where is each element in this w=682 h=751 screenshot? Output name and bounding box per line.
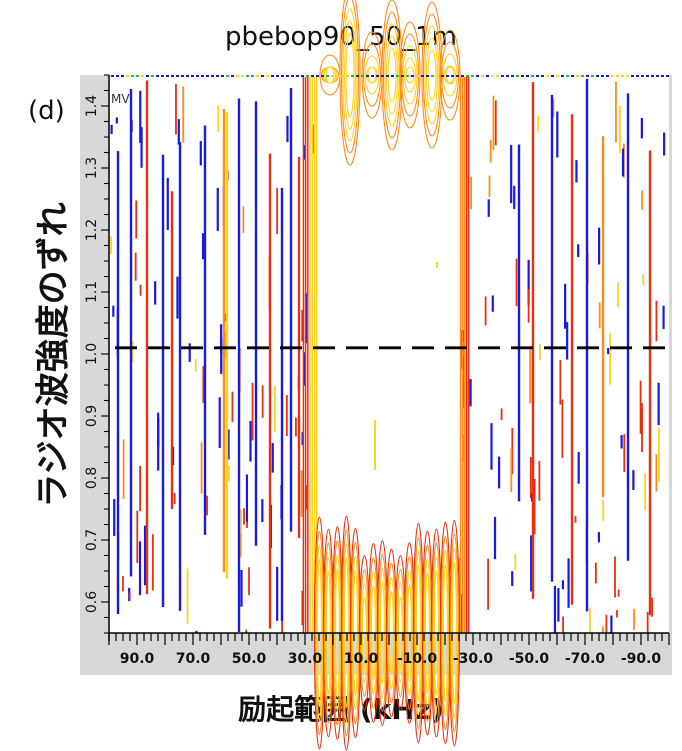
y-tick-label: 1.1: [84, 281, 100, 303]
y-tick-label: 1.3: [84, 157, 100, 179]
y-tick-label: 1.0: [84, 343, 100, 365]
panel-label: (d): [28, 96, 65, 126]
x-tick-label: 70.0: [176, 651, 211, 667]
y-tick-label: 0.9: [84, 405, 100, 427]
x-tick-label: 50.0: [232, 651, 267, 667]
x-tick-label: -90.0: [621, 651, 662, 667]
corner-label: MV: [111, 92, 130, 106]
top-lobe-contour: [399, 21, 421, 129]
y-tick-label: 1.4: [84, 95, 100, 117]
top-lobe-contour: [339, 0, 361, 166]
y-tick-label: 0.8: [84, 467, 100, 489]
x-tick-label: 90.0: [120, 651, 155, 667]
x-tick-label: -70.0: [565, 651, 606, 667]
y-tick-label: 0.6: [84, 591, 100, 613]
top-lobe-contour: [443, 65, 457, 85]
x-tick-label: 30.0: [288, 651, 323, 667]
x-tick-label: 10.0: [344, 651, 379, 667]
x-tick-label: -10.0: [397, 651, 438, 667]
x-tick-label: -50.0: [509, 651, 550, 667]
y-tick-label: 1.2: [84, 219, 100, 241]
top-lobe-contour: [343, 20, 357, 130]
plot-area: [109, 75, 669, 633]
top-lobe-contour: [439, 29, 461, 121]
top-lobe-contour: [403, 57, 417, 93]
x-tick-label: -30.0: [453, 651, 494, 667]
y-tick-label: 0.7: [84, 529, 100, 551]
